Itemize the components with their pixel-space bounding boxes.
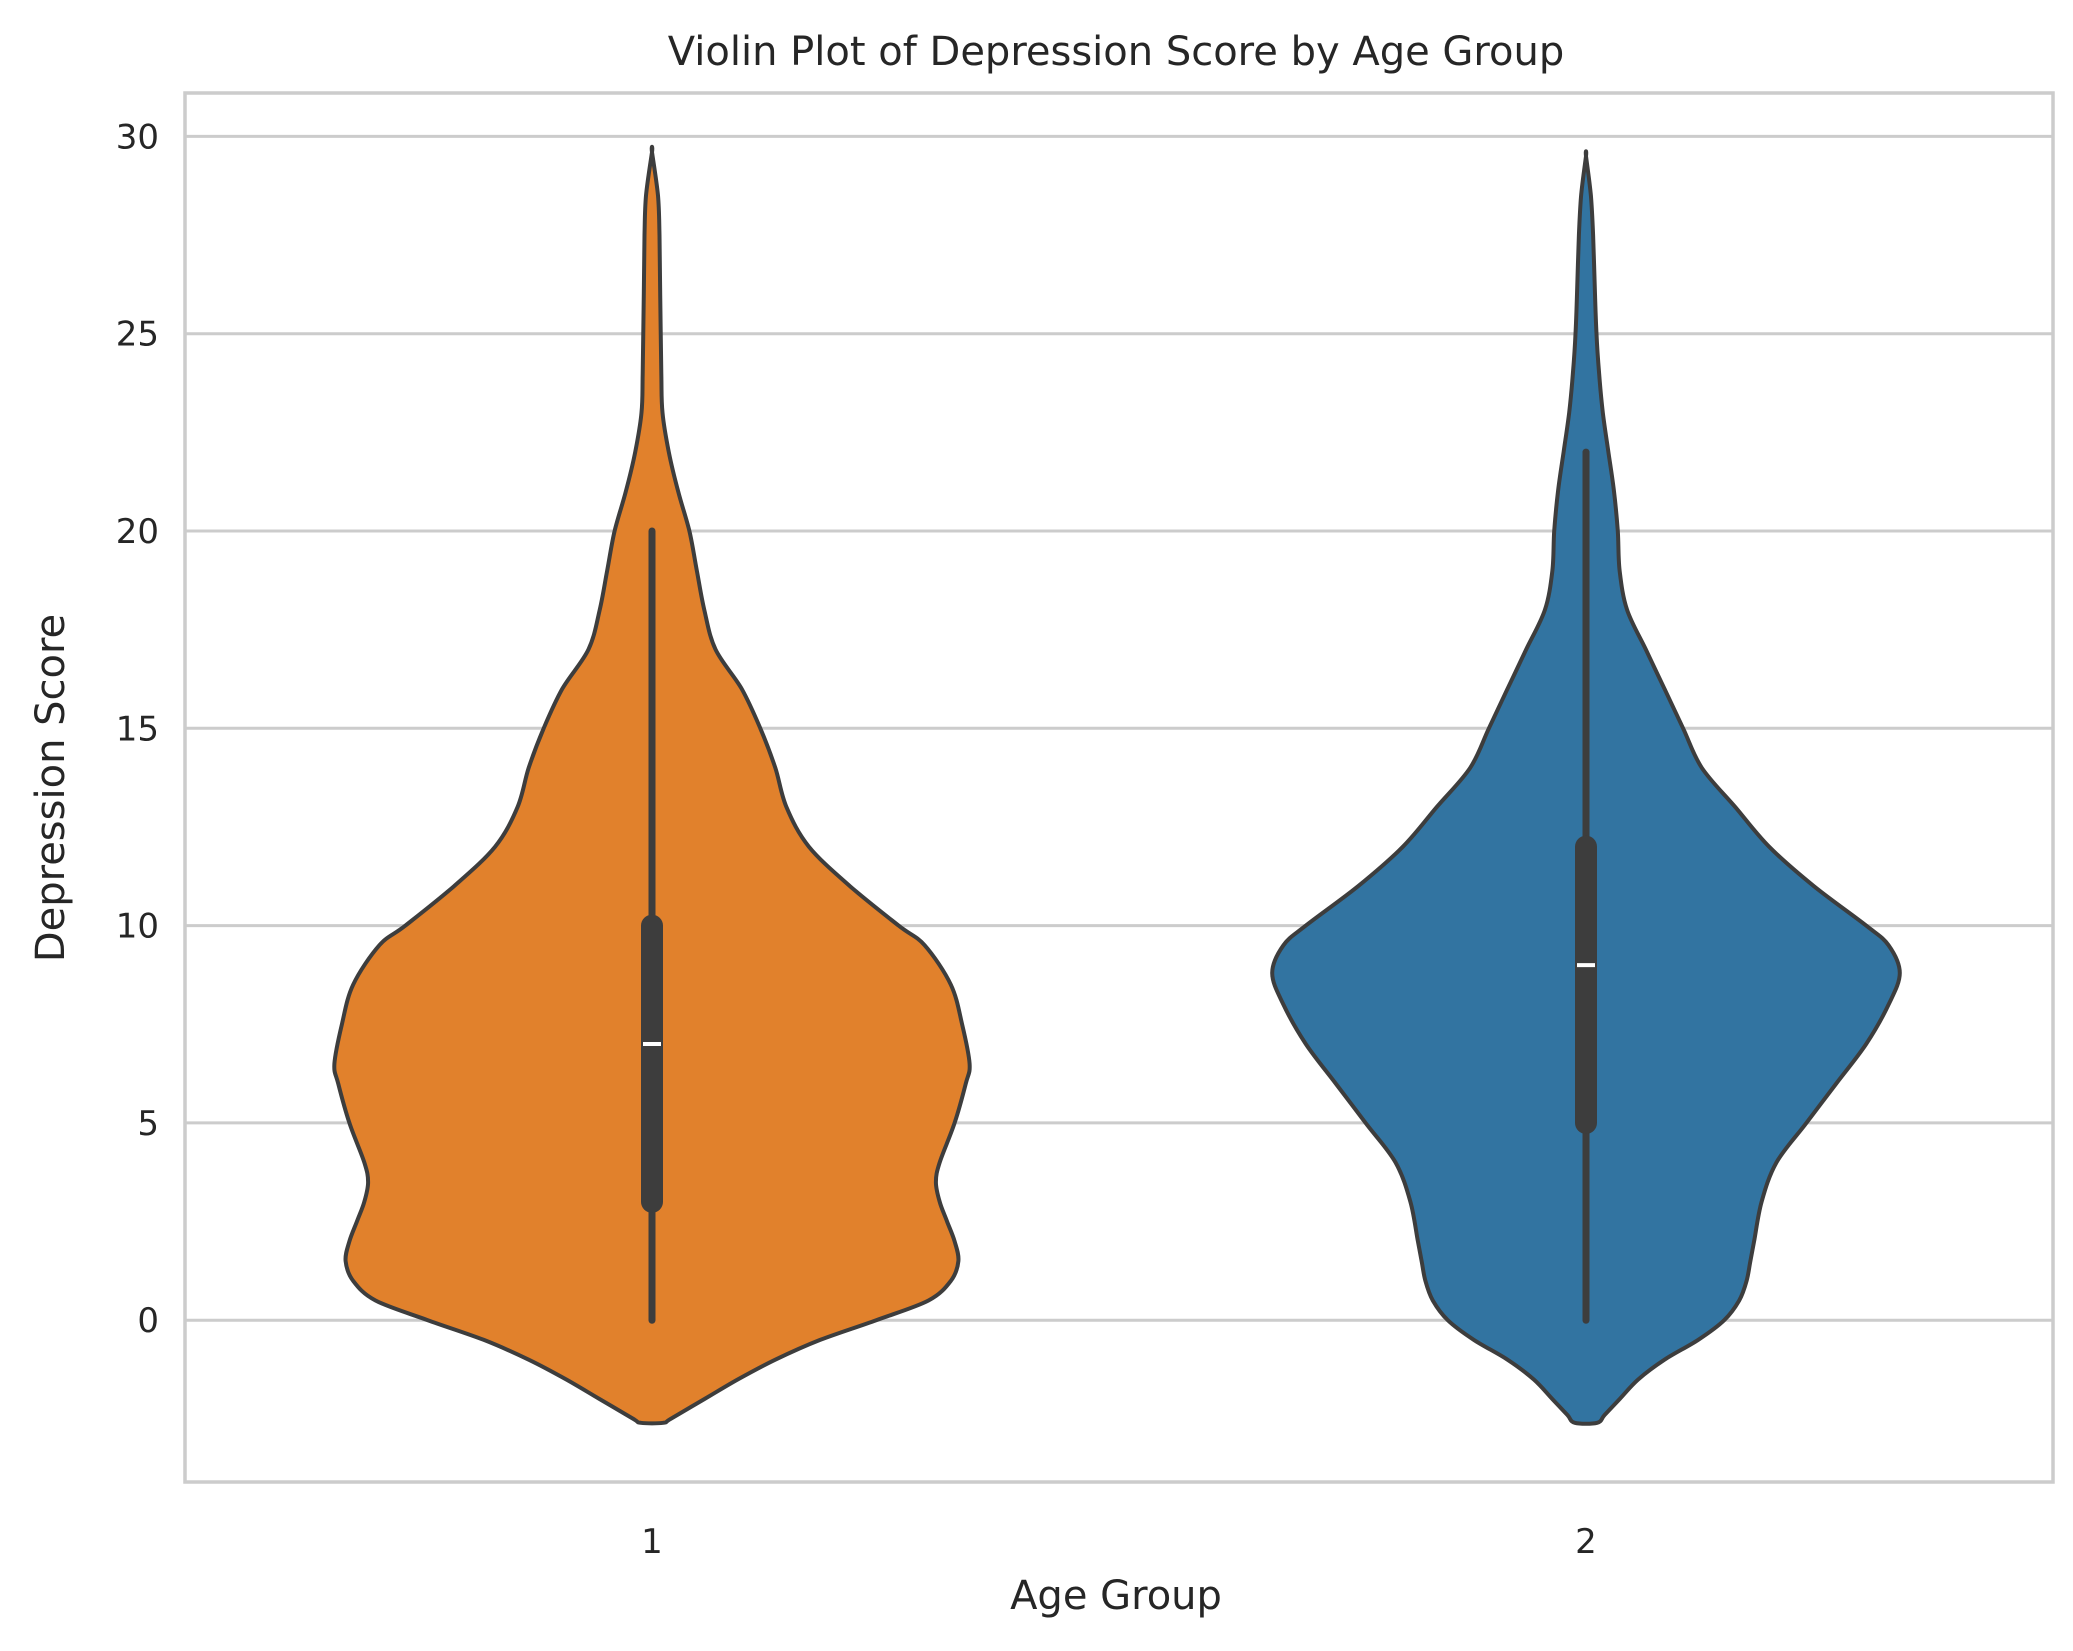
x-axis-label: Age Group [1010,1573,1222,1619]
violin-layer [332,144,1902,1426]
y-tick-label: 0 [137,1301,159,1341]
y-tick-label: 5 [137,1104,159,1144]
plot-frame [183,91,2055,1484]
x-tick-label: 1 [641,1522,663,1562]
chart-title: Violin Plot of Depression Score by Age G… [668,29,1564,75]
y-tick-label: 20 [116,512,159,552]
y-tick-label: 30 [116,117,159,157]
y-tick-label: 15 [116,709,159,749]
y-tick-label: 10 [116,907,159,947]
y-tick-labels: 0 5 10 15 20 25 30 [116,117,159,1341]
y-tick-label: 25 [116,315,159,355]
x-tick-label: 2 [1575,1522,1597,1562]
y-axis-label: Depression Score [28,614,74,962]
